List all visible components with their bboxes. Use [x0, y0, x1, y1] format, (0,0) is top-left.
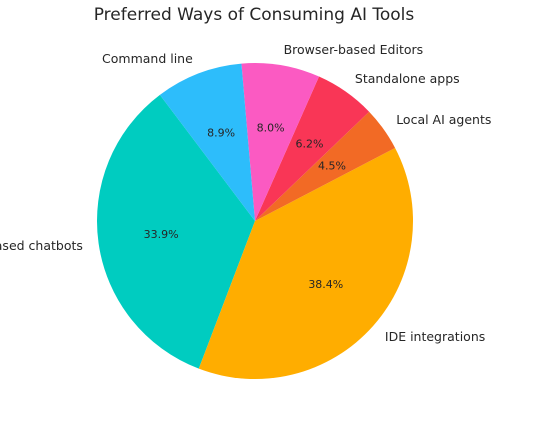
pie-slice-web-based-chatbots: [96, 94, 255, 369]
slice-percent-command-line: 8.9%: [207, 126, 235, 139]
slice-label-ide-integrations: IDE integrations: [385, 329, 485, 344]
slice-label-command-line: Command line: [102, 51, 193, 66]
slice-percent-web-based-chatbots: 33.9%: [144, 228, 179, 241]
slice-percent-local-ai-agents: 4.5%: [318, 160, 346, 173]
slice-label-web-based-chatbots: Web-based chatbots: [0, 238, 83, 253]
pie-slice-command-line: [159, 63, 255, 221]
slice-percent-ide-integrations: 38.4%: [308, 278, 343, 291]
chart-title: Preferred Ways of Consuming AI Tools: [94, 5, 415, 25]
slice-label-browser-based-editors: Browser-based Editors: [284, 42, 424, 57]
pie-slice-browser-based-editors: [241, 62, 320, 222]
pie-slice-standalone-apps: [255, 76, 370, 221]
slice-percent-standalone-apps: 6.2%: [296, 137, 324, 150]
slice-label-local-ai-agents: Local AI agents: [396, 112, 491, 127]
slice-label-standalone-apps: Standalone apps: [355, 71, 460, 86]
pie-labels: Web-based chatbots 33.9% IDE integrations 3…: [0, 42, 491, 344]
pie-slice-ide-integrations: [198, 147, 414, 380]
slice-percent-browser-based-editors: 8.0%: [257, 121, 285, 134]
pie-slice-local-ai-agents: [255, 111, 396, 221]
pie-slices: [96, 62, 414, 380]
